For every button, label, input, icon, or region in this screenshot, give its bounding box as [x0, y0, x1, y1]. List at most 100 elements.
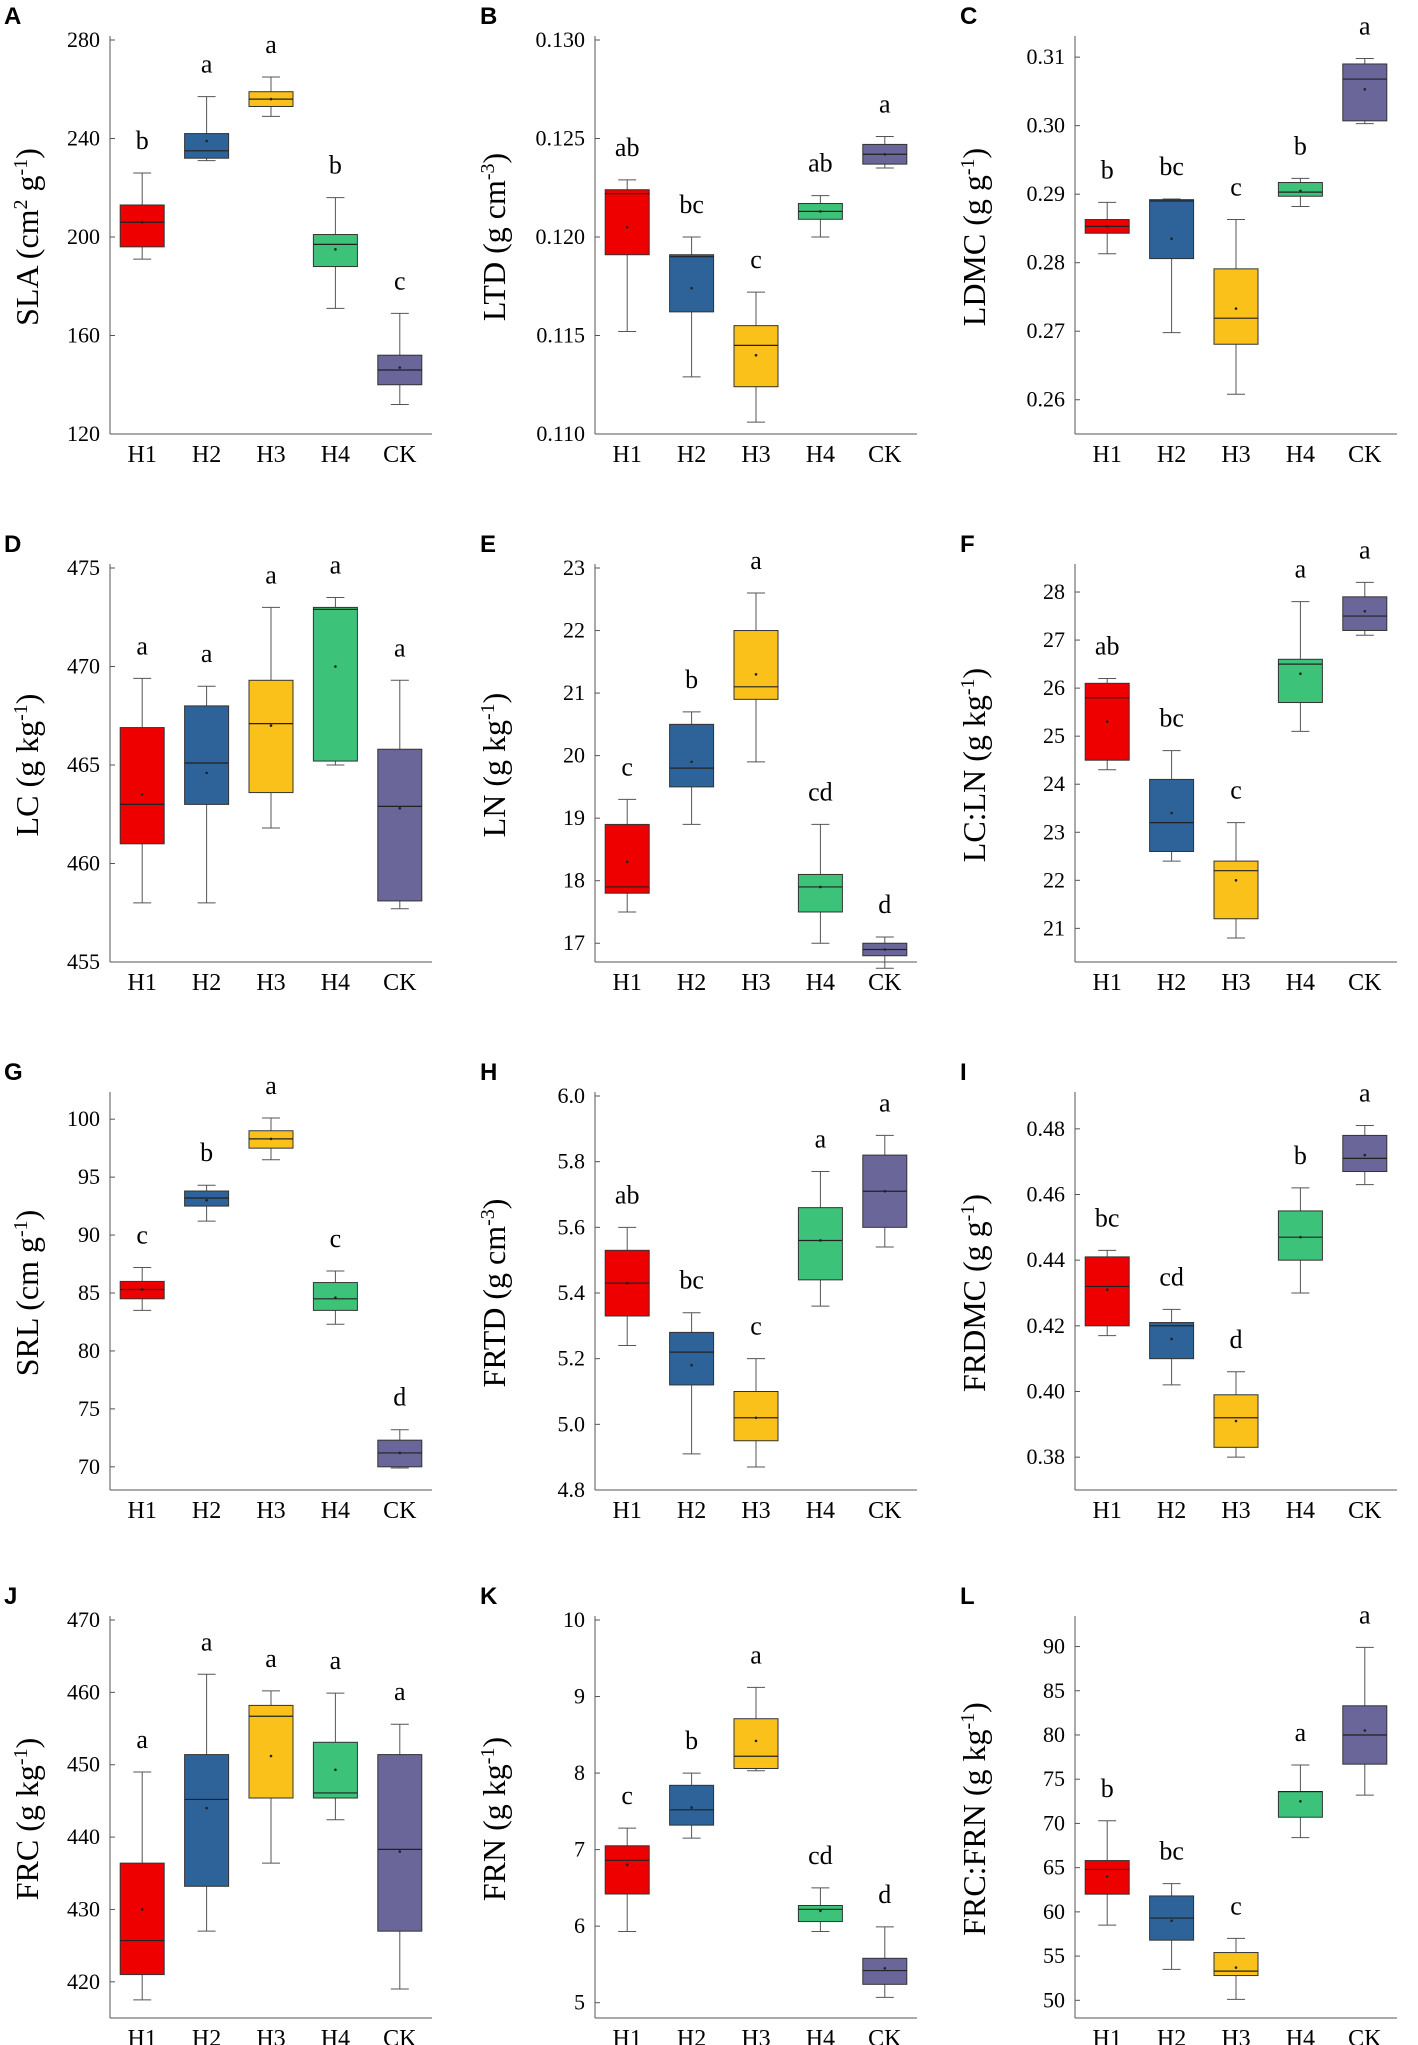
iqr-box [733, 630, 779, 700]
y-tick-label: 7 [574, 1837, 585, 1862]
iqr-box [669, 1784, 715, 1826]
y-axis-label: FRDMC (g g-1) [956, 1194, 992, 1392]
y-tick-label: 50 [1043, 1987, 1065, 2012]
y-tick-label: 0.40 [1027, 1379, 1066, 1404]
x-tick-label: CK [1348, 2026, 1382, 2045]
x-tick-label: H4 [1286, 2026, 1315, 2045]
significance-letter: ab [1095, 632, 1120, 661]
y-tick-label: 420 [67, 1969, 100, 1994]
significance-letter: c [750, 1312, 762, 1341]
y-label-text: ) [476, 1737, 512, 1748]
mean-dot [819, 1239, 822, 1242]
significance-letter: c [330, 1224, 342, 1253]
significance-letter: bc [1159, 1837, 1184, 1866]
y-axis-label: LC:LN (g kg-1) [956, 668, 992, 862]
box-ck: a [1342, 1079, 1388, 1186]
iqr-box [119, 204, 165, 248]
x-tick-label: H3 [1221, 970, 1250, 996]
box-h3: a [733, 546, 779, 763]
significance-letter: a [1359, 535, 1371, 564]
y-label-text: ) [9, 694, 45, 705]
iqr-box [248, 1704, 294, 1799]
mean-dot [1299, 189, 1302, 193]
panel-d: D 455 460 465 470 475 LC (g kg-1) a H1 a H2 a H3 a H4 a… [4, 531, 432, 996]
box-h3: c [1213, 776, 1259, 939]
mean-dot [398, 807, 402, 810]
iqr-box [1149, 199, 1195, 260]
iqr-box [797, 1904, 843, 1923]
box-h2: a [184, 639, 230, 904]
iqr-box [184, 1754, 230, 1887]
significance-letter: bc [679, 1266, 704, 1295]
box-h1: b [1084, 1774, 1130, 1926]
panel-letter: L [960, 1583, 975, 1610]
significance-letter: ab [615, 133, 640, 162]
iqr-box [1213, 268, 1259, 345]
significance-letter: c [621, 752, 633, 781]
y-label-superscript: -1 [957, 1205, 979, 1222]
box-h3: a [248, 30, 294, 117]
x-tick-label: H1 [613, 2026, 642, 2045]
box-h1: c [604, 1781, 650, 1933]
iqr-box [1149, 1322, 1195, 1360]
x-tick-label: CK [1348, 1498, 1382, 1524]
significance-letter: c [1230, 173, 1242, 202]
significance-letter: bc [1159, 704, 1184, 733]
significance-letter: b [200, 1138, 213, 1167]
x-tick-label: H4 [1286, 970, 1315, 996]
significance-letter: a [265, 560, 277, 589]
significance-letter: c [1230, 1891, 1242, 1920]
box-h4: b [1277, 131, 1323, 208]
y-tick-label: 0.42 [1027, 1313, 1066, 1338]
panel-letter: A [4, 3, 21, 30]
panel-f: F 21 22 23 24 25 26 27 28 LC:LN (g kg-1) ab H1 bc H2 c… [956, 531, 1397, 996]
y-label-text: ) [956, 668, 992, 679]
x-tick-label: CK [868, 2026, 902, 2045]
significance-letter: d [393, 1383, 406, 1412]
x-tick-label: H1 [128, 2026, 157, 2045]
iqr-box [1084, 1256, 1130, 1327]
x-tick-label: H1 [1093, 970, 1122, 996]
box-ck: a [1342, 535, 1388, 636]
y-axis-label: FRC (g kg-1) [9, 1738, 45, 1900]
y-axis-label: SLA (cm2 g-1) [9, 148, 45, 326]
box-h4: a [1277, 555, 1323, 732]
y-tick-label: 6 [574, 1913, 585, 1938]
box-h1: a [119, 631, 165, 904]
box-ck: a [377, 633, 423, 910]
x-tick-label: CK [868, 970, 902, 996]
x-tick-label: H2 [192, 970, 221, 996]
y-tick-label: 90 [78, 1222, 100, 1247]
y-tick-label: 55 [1043, 1943, 1065, 1968]
significance-letter: a [1359, 1600, 1371, 1629]
x-tick-label: H2 [192, 442, 221, 468]
y-label-text: ) [476, 1199, 512, 1210]
y-tick-label: 0.46 [1027, 1182, 1066, 1207]
significance-letter: a [330, 551, 342, 580]
x-tick-label: CK [868, 442, 902, 468]
significance-letter: c [750, 245, 762, 274]
mean-dot [625, 225, 629, 229]
significance-letter: c [394, 266, 406, 295]
significance-letter: cd [808, 1841, 833, 1870]
iqr-box [669, 723, 715, 788]
iqr-box [312, 606, 358, 762]
x-tick-label: H2 [1157, 2026, 1186, 2045]
box-h3: a [248, 1644, 294, 1864]
significance-letter: a [265, 1644, 277, 1673]
iqr-box [248, 679, 294, 794]
y-tick-label: 0.28 [1027, 250, 1066, 275]
y-axis-label: LTD (g cm-3) [476, 153, 512, 321]
panel-letter: K [480, 1583, 498, 1610]
box-h2: cd [1149, 1262, 1195, 1386]
mean-dot [398, 366, 402, 369]
iqr-box [1342, 1134, 1388, 1173]
significance-letter: a [136, 1725, 148, 1754]
iqr-box [733, 1391, 779, 1442]
panel-l: L 50 55 60 65 70 75 80 85 90 FRC:FRN (g kg-1) b H1 bc… [956, 1583, 1397, 2045]
mean-dot [205, 1806, 208, 1810]
mean-dot [1234, 879, 1238, 882]
box-h3: a [248, 1071, 294, 1161]
y-label-superscript: -1 [957, 1713, 979, 1730]
